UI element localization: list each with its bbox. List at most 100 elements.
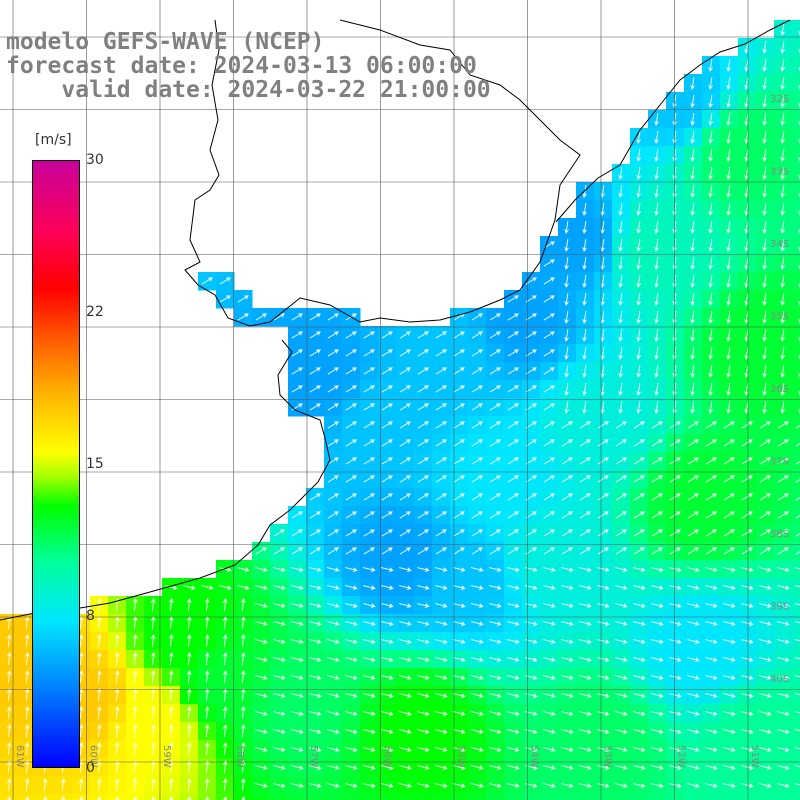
wind-speed-cell [792, 308, 800, 327]
wind-arrow [564, 238, 569, 252]
wind-arrow [381, 783, 394, 788]
wind-arrow [327, 675, 340, 680]
wind-arrow [561, 711, 574, 716]
wind-speed-cell [414, 794, 433, 800]
wind-arrow [291, 675, 304, 680]
wind-arrow [471, 367, 483, 375]
wind-arrow [636, 220, 641, 234]
wind-speed-cell [792, 596, 800, 615]
wind-arrow [381, 567, 394, 572]
wind-arrow [690, 328, 695, 342]
wind-arrow [363, 511, 375, 519]
wind-arrow [96, 652, 102, 666]
wind-arrow [615, 603, 628, 608]
wind-speed-cell [792, 722, 800, 741]
wind-arrow [723, 675, 736, 680]
wind-speed-cell [792, 326, 800, 345]
longitude-label: 54W [529, 745, 540, 768]
map-titles: modelo GEFS-WAVE (NCEP) forecast date: 2… [6, 30, 491, 102]
wind-arrow [363, 529, 375, 537]
wind-arrow [615, 567, 628, 572]
wind-arrow [453, 675, 466, 680]
wind-arrow [471, 547, 483, 555]
wind-arrow [363, 621, 376, 626]
wind-arrow [651, 675, 664, 680]
wind-arrow [597, 603, 610, 608]
wind-arrow [726, 166, 731, 180]
wind-arrow [561, 547, 573, 555]
wind-arrow [309, 385, 321, 393]
wind-arrow [168, 706, 174, 720]
wind-arrow [240, 670, 246, 684]
wind-arrow [564, 364, 569, 378]
wind-arrow [579, 493, 591, 501]
wind-arrow [741, 547, 753, 555]
wind-arrow [489, 349, 501, 357]
wind-arrow [399, 765, 412, 770]
wind-arrow [255, 639, 268, 644]
wind-arrow [435, 403, 447, 411]
wind-arrow [636, 238, 641, 252]
wind-arrow [723, 729, 736, 734]
wind-arrow [327, 349, 339, 357]
wind-arrow [597, 585, 610, 590]
wind-speed-cell [342, 794, 361, 800]
wind-arrow [507, 621, 520, 626]
wind-arrow [723, 421, 735, 429]
wind-speed-cell [576, 794, 595, 800]
wind-arrow [687, 493, 699, 501]
wind-arrow [309, 765, 322, 770]
wind-arrow [507, 711, 520, 716]
wind-arrow [762, 41, 767, 54]
wind-arrow [417, 403, 429, 411]
wind-arrow [381, 693, 394, 698]
wind-speed-cell [792, 182, 800, 201]
wind-arrow [43, 796, 48, 800]
wind-arrow [690, 220, 695, 234]
wind-arrow [633, 765, 646, 770]
wind-arrow [777, 639, 790, 644]
wind-arrow [582, 364, 587, 378]
wind-arrow [42, 778, 48, 792]
wind-arrow [222, 778, 228, 792]
wind-arrow [564, 220, 569, 234]
wind-arrow [78, 724, 84, 738]
wind-arrow [615, 585, 628, 590]
wind-arrow [132, 724, 138, 738]
wind-arrow [579, 675, 592, 680]
wind-arrow [471, 693, 484, 698]
wind-arrow [762, 95, 767, 108]
wind-arrow [762, 274, 767, 288]
wind-speed-cell [792, 578, 800, 597]
wind-arrow [150, 778, 156, 792]
wind-speed-cell [792, 110, 800, 129]
wind-arrow [273, 657, 286, 662]
wind-arrow [543, 675, 556, 680]
wind-arrow [327, 385, 339, 393]
wind-arrow [780, 202, 785, 216]
wind-arrow [78, 742, 84, 756]
wind-speed-cell [792, 254, 800, 273]
wind-speed-cell [792, 632, 800, 651]
wind-arrow [291, 711, 304, 716]
wind-arrow [78, 652, 84, 666]
wind-arrow [273, 621, 286, 626]
wind-arrow [345, 475, 357, 483]
wind-arrow [669, 783, 682, 788]
wind-arrow [543, 621, 556, 626]
wind-arrow [97, 796, 102, 800]
latitude-label: 40S [770, 674, 789, 685]
model-title: modelo GEFS-WAVE (NCEP) [6, 29, 325, 55]
wind-arrow [222, 688, 228, 702]
wind-arrow [579, 511, 591, 519]
wind-arrow [762, 238, 767, 252]
wind-arrow [633, 657, 646, 662]
wind-arrow [291, 331, 303, 339]
wind-arrow [273, 313, 285, 321]
wind-arrow [669, 711, 682, 716]
wind-arrow [453, 693, 466, 698]
wind-arrow [507, 547, 519, 555]
wind-arrow [132, 652, 138, 666]
wind-arrow [24, 778, 30, 792]
wind-arrow [741, 585, 754, 590]
